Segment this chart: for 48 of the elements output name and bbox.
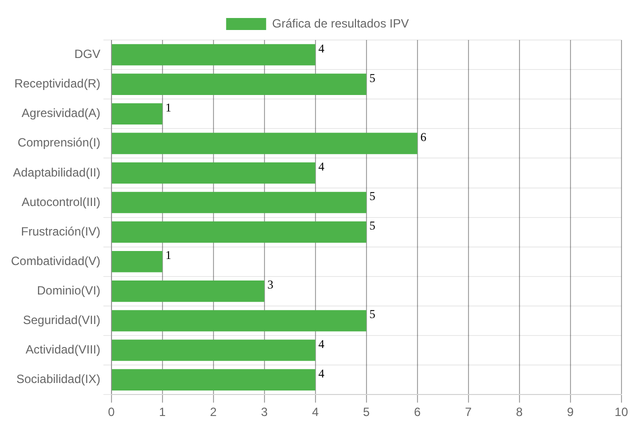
y-tick-label: Comprensión(I) [18,136,100,150]
x-tick-label: 5 [363,405,370,420]
data-label: 5 [369,70,376,85]
data-label: 1 [165,100,172,114]
y-tick-label: Frustración(IV) [21,224,100,238]
data-label: 5 [369,189,376,204]
legend-label: Gráfica de resultados IPV [272,16,409,30]
bar [112,74,366,95]
y-tick-label: Receptividad(R) [14,76,100,91]
y-tick-label: Sociabilidad(IX) [16,372,100,386]
bar [112,310,366,332]
y-tick-label: Agresividad(A) [22,106,100,120]
x-tick-label: 8 [516,405,523,420]
bar [112,369,316,390]
data-label: 3 [267,278,274,292]
bar [112,340,316,361]
y-tick-label: Adaptabilidad(II) [12,165,100,180]
data-label: 1 [165,248,172,262]
data-label: 4 [318,159,324,174]
x-tick-label: 9 [566,405,574,420]
x-tick-label: 2 [210,405,218,420]
data-label: 4 [318,336,324,351]
x-tick-label: 1 [159,405,166,420]
y-tick-label: Dominio(VI) [37,283,100,298]
x-tick-label: 10 [614,405,628,420]
bar [112,162,316,184]
x-tick-label: 7 [464,405,472,420]
bar [112,192,366,214]
bar [112,103,162,125]
x-tick-label: 3 [261,405,268,420]
data-label: 5 [369,307,376,322]
x-tick-label: 6 [414,405,421,420]
y-tick-label: Seguridad(VII) [22,313,100,328]
x-tick-label: 4 [312,405,320,420]
bar [112,132,418,154]
y-tick-label: DGV [74,47,100,62]
bar [112,250,162,272]
data-label: 4 [318,41,324,56]
bar [112,280,264,302]
x-tick-label: 0 [108,405,116,420]
data-label: 6 [420,130,426,144]
y-tick-label: Combatividad(V) [10,254,100,268]
data-label: 4 [318,366,324,380]
data-label: 5 [369,218,376,233]
y-tick-label: Actividad(VIII) [26,342,100,357]
bar [112,44,316,66]
bar [112,221,366,243]
y-tick-label: Autocontrol(III) [22,194,100,209]
